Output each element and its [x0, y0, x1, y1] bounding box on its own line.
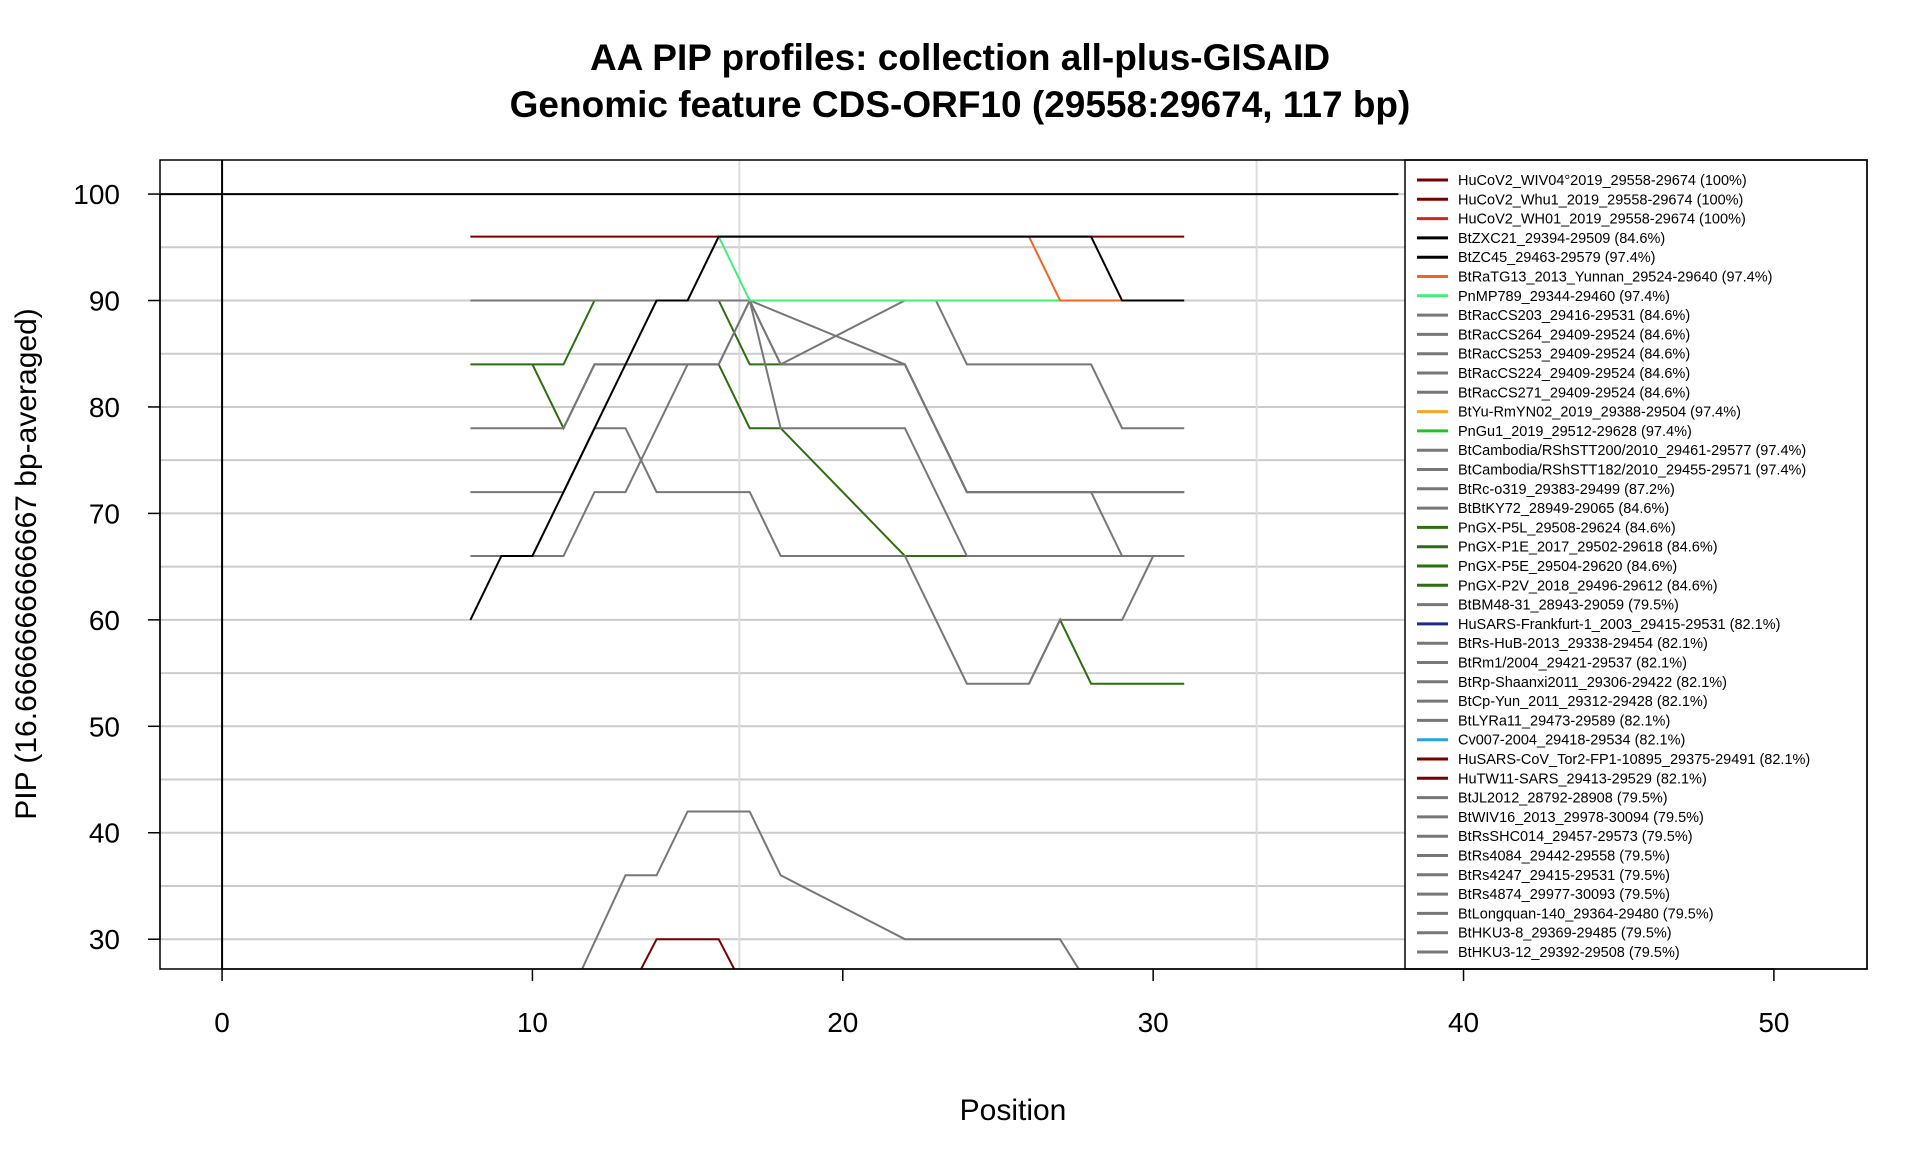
legend-item-label: BtRaTG13_2013_Yunnan_29524-29640 (97.4%)	[1458, 270, 1772, 286]
y-tick-label: 30	[89, 924, 120, 955]
legend-item-label: PnGX-P5E_29504-29620 (84.6%)	[1458, 559, 1677, 575]
y-axis-label: PIP (16.6666666666667 bp-averaged)	[10, 308, 43, 820]
legend-item-label: BtBM48-31_28943-29059 (79.5%)	[1458, 598, 1679, 614]
legend-item-label: Cv007-2004_29418-29534 (82.1%)	[1458, 733, 1685, 749]
legend-item-label: BtRs4247_29415-29531 (79.5%)	[1458, 868, 1670, 884]
chart-title: AA PIP profiles: collection all-plus-GIS…	[510, 37, 1411, 125]
series-line	[640, 938, 736, 970]
legend-item-label: HuSARS-Frankfurt-1_2003_29415-29531 (82.…	[1458, 617, 1780, 633]
y-tick-label: 70	[89, 498, 120, 529]
legend-box	[1404, 159, 1868, 970]
y-tick-label: 100	[73, 179, 120, 210]
legend-item-label: BtYu-RmYN02_2019_29388-29504 (97.4%)	[1458, 405, 1741, 421]
series-layer	[469, 235, 1185, 970]
legend-item-label: BtRs4084_29442-29558 (79.5%)	[1458, 849, 1670, 865]
legend-item-label: HuSARS-CoV_Tor2-FP1-10895_29375-29491 (8…	[1458, 752, 1810, 768]
legend-item-label: BtRsSHC014_29457-29573 (79.5%)	[1458, 829, 1693, 845]
legend-item-label: BtCambodia/RShSTT182/2010_29455-29571 (9…	[1458, 463, 1806, 479]
x-tick-label: 30	[1138, 1007, 1169, 1038]
y-tick-label: 80	[89, 392, 120, 423]
y-tick-label: 90	[89, 286, 120, 317]
legend-item-label: BtCp-Yun_2011_29312-29428 (82.1%)	[1458, 694, 1708, 710]
legend-item-label: PnGX-P5L_29508-29624 (84.6%)	[1458, 520, 1676, 536]
legend-item-label: HuCoV2_WH01_2019_29558-29674 (100%)	[1458, 212, 1746, 228]
legend-item-label: BtRm1/2004_29421-29537 (82.1%)	[1458, 656, 1687, 672]
x-tick-label: 20	[827, 1007, 858, 1038]
legend-item-label: BtRacCS203_29416-29531 (84.6%)	[1458, 308, 1690, 324]
x-axis: 0 10 20 30 40 50	[214, 968, 1789, 1038]
legend-item-label: HuTW11-SARS_29413-29529 (82.1%)	[1458, 771, 1707, 787]
legend-item-label: BtZC45_29463-29579 (97.4%)	[1458, 250, 1656, 266]
y-axis: 30 40 50 60 70 80 90 100	[73, 179, 161, 955]
legend-item-label: BtJL2012_28792-28908 (79.5%)	[1458, 791, 1668, 807]
legend-item-label: BtRs-HuB-2013_29338-29454 (82.1%)	[1458, 636, 1708, 652]
y-tick-label: 60	[89, 605, 120, 636]
legend-item-label: BtBtKY72_28949-29065 (84.6%)	[1458, 501, 1669, 517]
legend: HuCoV2_WIV04°2019_29558-29674 (100%) HuCo…	[1417, 173, 1810, 961]
legend-item-label: PnGu1_2019_29512-29628 (97.4%)	[1458, 424, 1692, 440]
legend-item-label: BtWIV16_2013_29978-30094 (79.5%)	[1458, 810, 1704, 826]
legend-item-label: BtHKU3-12_29392-29508 (79.5%)	[1458, 945, 1680, 961]
series-line	[469, 235, 1185, 621]
x-tick-label: 40	[1448, 1007, 1479, 1038]
legend-item-label: PnGX-P2V_2018_29496-29612 (84.6%)	[1458, 578, 1718, 594]
legend-item-label: BtLongquan-140_29364-29480 (79.5%)	[1458, 906, 1714, 922]
x-axis-label: Position	[960, 1094, 1067, 1127]
legend-item-label: BtRacCS264_29409-29524 (84.6%)	[1458, 327, 1690, 343]
x-tick-label: 10	[517, 1007, 548, 1038]
series-line	[532, 299, 1185, 494]
legend-item-label: BtRp-Shaanxi2011_29306-29422 (82.1%)	[1458, 675, 1727, 691]
legend-item-label: BtRc-o319_29383-29499 (87.2%)	[1458, 482, 1675, 498]
x-tick-label: 50	[1758, 1007, 1789, 1038]
legend-item-label: PnMP789_29344-29460 (97.4%)	[1458, 289, 1670, 305]
legend-item-label: BtRacCS271_29409-29524 (84.6%)	[1458, 385, 1690, 401]
legend-item-label: BtZXC21_29394-29509 (84.6%)	[1458, 231, 1665, 247]
series-line	[470, 297, 1185, 557]
series-line	[470, 427, 1185, 685]
reference-lines	[160, 160, 1399, 969]
legend-item-label: BtRs4874_29977-30093 (79.5%)	[1458, 887, 1670, 903]
y-tick-label: 40	[89, 818, 120, 849]
legend-item-label: BtRacCS224_29409-29524 (84.6%)	[1458, 366, 1690, 382]
series-line	[1028, 236, 1123, 302]
legend-item-label: BtRacCS253_29409-29524 (84.6%)	[1458, 347, 1690, 363]
legend-item-label: HuCoV2_Whu1_2019_29558-29674 (100%)	[1458, 192, 1743, 208]
legend-item-label: HuCoV2_WIV04°2019_29558-29674 (100%)	[1458, 173, 1747, 189]
chart-title-line1: AA PIP profiles: collection all-plus-GIS…	[590, 37, 1330, 78]
series-line	[1028, 617, 1185, 685]
legend-item-label: PnGX-P1E_2017_29502-29618 (84.6%)	[1458, 540, 1718, 556]
series-line	[581, 810, 1080, 970]
series-line	[717, 236, 1061, 302]
chart-title-line2: Genomic feature CDS-ORF10 (29558:29674, …	[510, 84, 1411, 125]
legend-item-label: BtHKU3-8_29369-29485 (79.5%)	[1458, 926, 1672, 942]
legend-item-label: BtCambodia/RShSTT200/2010_29461-29577 (9…	[1458, 443, 1806, 459]
legend-item-label: BtLYRa11_29473-29589 (82.1%)	[1458, 713, 1670, 729]
y-tick-label: 50	[89, 711, 120, 742]
x-tick-label: 0	[214, 1007, 230, 1038]
series-line	[470, 298, 1185, 557]
